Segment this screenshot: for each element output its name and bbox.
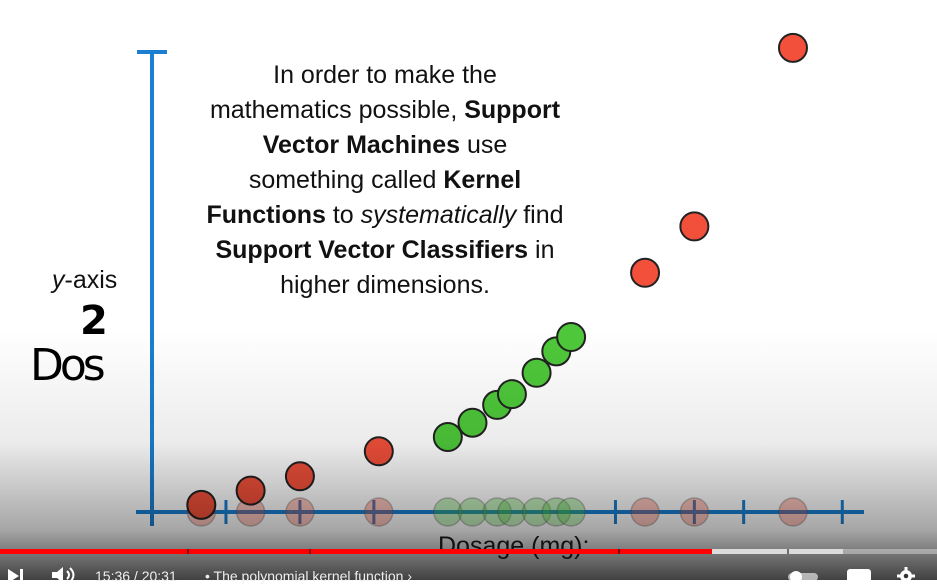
progress-buffered [712,549,844,554]
data-point-red [363,436,394,467]
data-point-green [521,357,552,388]
caption-line: something called Kernel [165,163,605,198]
caption-line: higher dimensions. [165,268,605,303]
projected-point [630,497,660,527]
y-axis-label-italic: y [52,266,65,294]
caption-text: to [325,201,361,229]
chapter-title[interactable]: • The polynomial kernel function › [205,568,412,584]
chapter-marker [187,549,190,554]
caption-text: Support [464,96,561,124]
volume-icon[interactable] [50,565,80,585]
caption-text: Kernel [443,166,522,194]
settings-icon[interactable] [894,567,918,585]
data-point-green [556,322,587,353]
caption-line: Functions to systematically find [165,198,605,233]
player-controls: 15:36 / 20:31 • The polynomial kernel fu… [0,562,937,586]
caption-text: Support Vector Classifiers [215,236,529,264]
caption-text: Functions [206,201,326,229]
caption-text: higher dimensions. [280,271,490,299]
data-point-green [496,379,527,410]
caption-text: mathematics possible, [209,96,465,124]
caption-line: mathematics possible, Support [165,93,605,128]
data-point-green [457,407,488,438]
projected-point [457,497,488,527]
projected-point [778,497,808,527]
data-point-red [235,475,266,506]
projected-point [433,497,463,527]
y-axis-label: y-axis [52,266,117,295]
progress-bar[interactable] [0,549,937,554]
caption-text: Vector Machines [262,131,461,159]
caption-text: something called [248,166,444,194]
time-display: 15:36 / 20:31 [95,568,177,584]
data-point-red [284,461,315,492]
caption-text: find [516,201,564,229]
caption-text: in [528,236,555,264]
captions-icon[interactable] [846,568,872,586]
next-icon[interactable] [6,568,26,584]
data-point-green [432,422,463,453]
caption-text: systematically [360,201,517,229]
data-point-red [777,32,808,63]
data-point-red [186,489,217,520]
chapter-marker [618,549,621,554]
progress-played [0,549,713,554]
projected-point [497,497,527,527]
y-axis-label-rest: -axis [64,266,118,294]
caption-line: In order to make the [165,58,605,93]
slide-caption: In order to make the mathematics possible… [165,58,605,303]
handwritten-word: Dos [30,340,106,391]
projected-point [364,497,394,527]
autoplay-toggle-icon[interactable] [786,570,822,584]
projected-point [679,497,710,527]
caption-text: use [460,131,508,159]
data-point-red [630,257,661,288]
chapter-title-text: • The polynomial kernel function [205,568,404,584]
chapter-marker [309,549,312,554]
x-axis-label: Dosage (mg): [438,532,590,560]
chapter-marker [787,549,790,554]
caption-line: Vector Machines use [165,128,605,163]
projected-point [556,497,586,527]
chevron-right-icon: › [407,568,412,584]
caption-line: Support Vector Classifiers in [165,233,605,268]
projected-point [285,497,315,527]
data-point-red [679,211,710,242]
handwritten-superscript: 2 [80,298,108,344]
caption-text: In order to make the [273,61,497,89]
